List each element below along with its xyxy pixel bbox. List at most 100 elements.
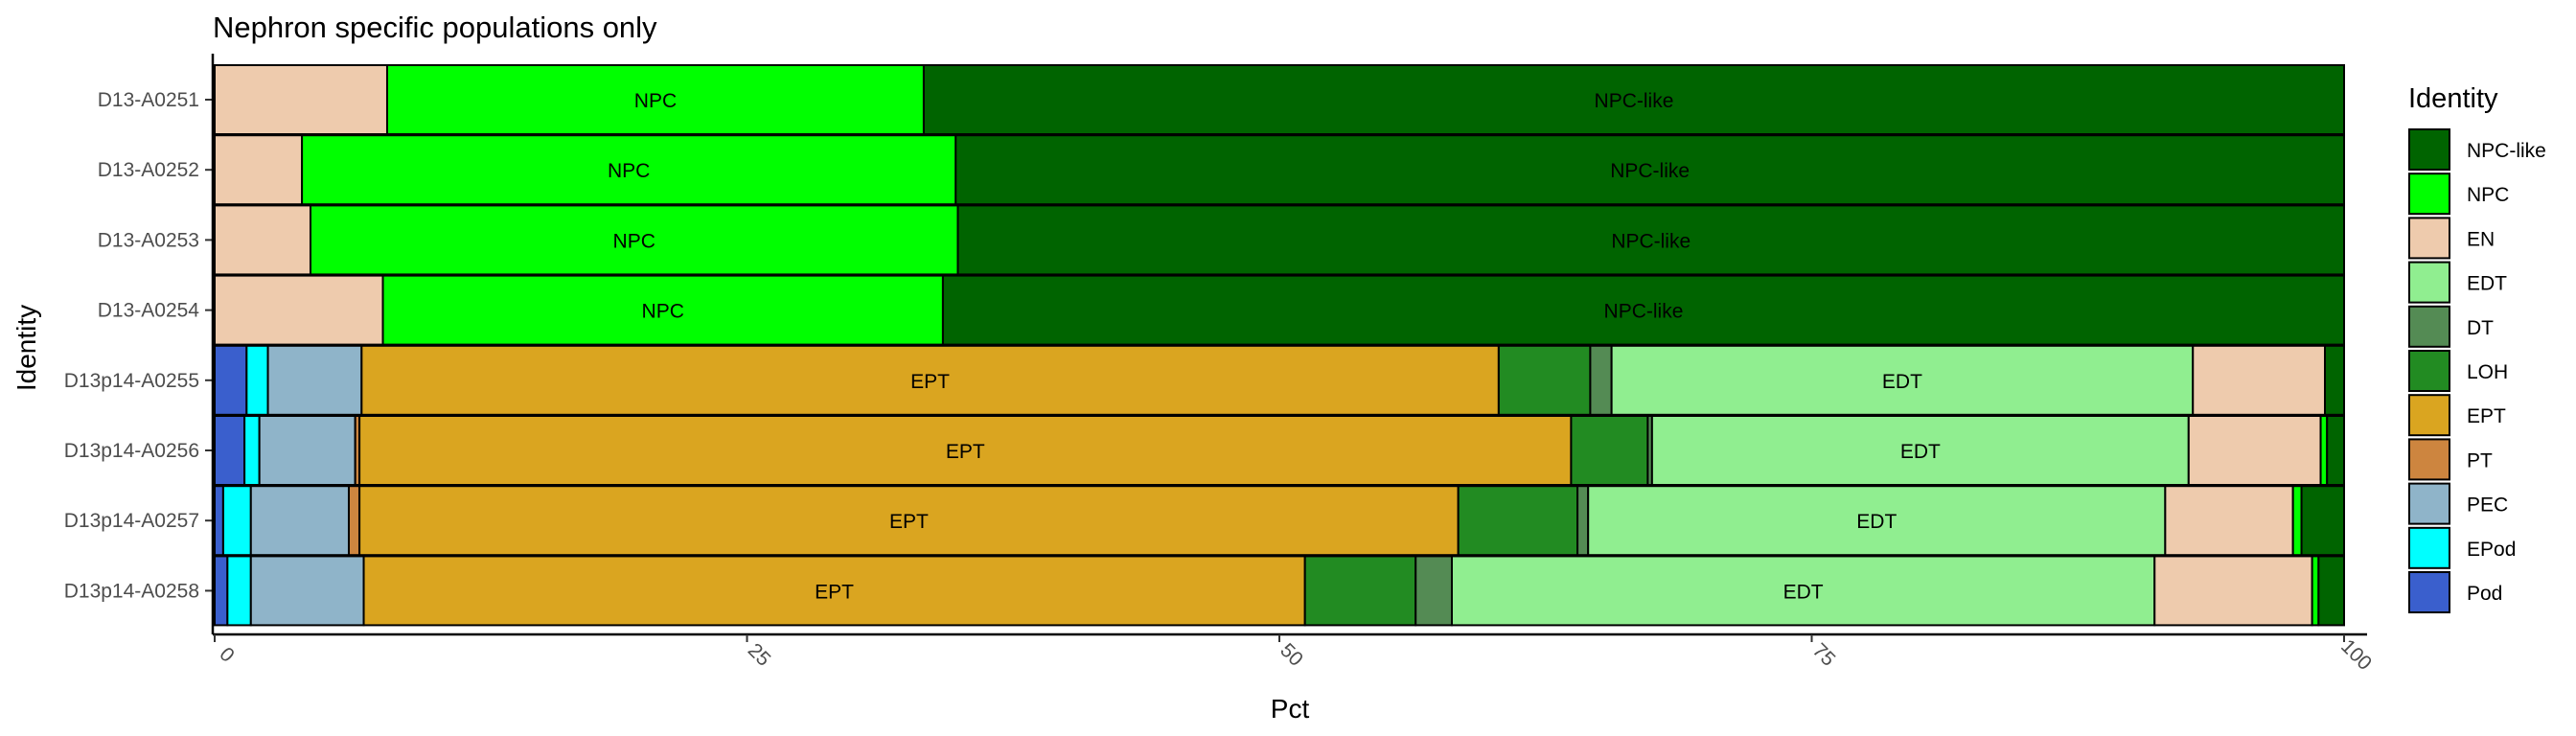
legend-swatch-npc-like (2408, 128, 2450, 171)
y-tick-label-d13-a0251: D13-A0251 (98, 89, 199, 111)
bar-label-npc-like-d13-a0254: NPC-like (1604, 301, 1684, 323)
bar-segment-en-d13p14-a0257 (2164, 485, 2294, 557)
bar-label-npc-d13-a0251: NPC (634, 90, 677, 112)
bar-segment-en-d13p14-a0258 (2153, 555, 2313, 627)
bar-segment-npc-like-d13-a0253 (956, 204, 2345, 276)
bar-segment-npc-d13-a0253 (309, 204, 959, 276)
bar-segment-npc-like-d13-a0252 (954, 134, 2345, 206)
x-tick-label-50: 50 (1276, 639, 1307, 671)
bar-segment-loh-d13p14-a0256 (1570, 415, 1649, 486)
legend: Identity NPC-like NPC EN EDT DT LOH EPT PT PEC EP… (2408, 83, 2546, 613)
bar-segment-loh-d13p14-a0258 (1303, 555, 1417, 627)
legend-label-npc: NPC (2467, 184, 2509, 206)
bar-segment-dt-d13p14-a0258 (1414, 555, 1453, 627)
legend-label-pt: PT (2467, 449, 2493, 472)
bar-segment-edt-d13p14-a0256 (1650, 415, 2190, 486)
bar-segment-npc-like-d13-a0254 (941, 274, 2346, 346)
y-tick-label-d13-a0252: D13-A0252 (98, 159, 199, 181)
bar-label-edt-d13p14-a0256: EDT (1900, 441, 1941, 463)
bar-segment-npc-d13p14-a0257 (2291, 485, 2303, 557)
bar-label-npc-d13-a0252: NPC (608, 160, 650, 182)
bar-label-ept-d13p14-a0256: EPT (946, 441, 985, 463)
bar-segment-epod-d13p14-a0255 (245, 344, 269, 416)
y-tick-label-d13p14-a0257: D13p14-A0257 (64, 510, 199, 532)
legend-swatch-ept (2408, 394, 2450, 437)
bar-segment-npc-d13-a0252 (301, 134, 957, 206)
bar-segment-pec-d13p14-a0255 (266, 344, 363, 416)
bar-segment-edt-d13p14-a0255 (1610, 344, 2195, 416)
bar-segment-pec-d13p14-a0258 (249, 555, 365, 627)
bar-label-npc-like-d13-a0251: NPC-like (1595, 90, 1674, 112)
legend-label-npc-like: NPC-like (2467, 140, 2546, 162)
bar-segment-npc-like-d13p14-a0255 (2324, 344, 2345, 416)
legend-label-en: EN (2467, 228, 2495, 250)
bar-segment-en-d13p14-a0256 (2187, 415, 2322, 486)
bar-segment-npc-d13p14-a0258 (2311, 555, 2320, 627)
bar-segment-npc-like-d13p14-a0258 (2317, 555, 2345, 627)
x-tick-label-100: 100 (2336, 635, 2376, 675)
bar-segment-ept-d13p14-a0258 (362, 555, 1306, 627)
legend-swatch-loh (2408, 350, 2450, 392)
x-axis-title: Pct (1271, 694, 1310, 724)
y-tick-label-d13p14-a0255: D13p14-A0255 (64, 370, 199, 392)
legend-swatch-pt (2408, 438, 2450, 481)
bar-label-ept-d13p14-a0255: EPT (910, 371, 950, 393)
bar-segment-pec-d13p14-a0256 (258, 415, 356, 486)
bar-segment-en-d13-a0254 (214, 274, 384, 346)
bar-segment-loh-d13p14-a0257 (1457, 485, 1579, 557)
bar-segment-en-d13-a0251 (214, 64, 388, 135)
chart-title: Nephron specific populations only (213, 11, 657, 44)
plot-area: NPC NPC-like NPC NPC-like NPC NPC-like NPC NPC-… (214, 64, 2346, 627)
y-axis-title: Identity (12, 305, 41, 391)
bar-segment-npc-d13-a0254 (381, 274, 944, 346)
bar-label-npc-like-d13-a0252: NPC-like (1610, 160, 1690, 182)
bar-segment-loh-d13p14-a0255 (1497, 344, 1592, 416)
legend-label-dt: DT (2467, 317, 2494, 339)
y-tick-label-d13-a0254: D13-A0254 (98, 300, 200, 322)
legend-label-loh: LOH (2467, 361, 2508, 383)
bar-segment-dt-d13p14-a0255 (1589, 344, 1613, 416)
legend-swatch-pod (2408, 571, 2450, 613)
bar-segment-en-d13-a0252 (214, 134, 304, 206)
bar-label-edt-d13p14-a0258: EDT (1783, 581, 1824, 603)
bar-segment-en-d13-a0253 (214, 204, 311, 276)
legend-label-edt: EDT (2467, 273, 2507, 295)
legend-label-pec: PEC (2467, 494, 2508, 517)
x-tick-label-75: 75 (1808, 639, 1840, 671)
bar-segment-pec-d13p14-a0257 (249, 485, 350, 557)
bar-segment-ept-d13p14-a0255 (360, 344, 1500, 416)
legend-swatch-dt (2408, 305, 2450, 348)
legend-label-pod: Pod (2467, 583, 2502, 605)
bar-label-npc-like-d13-a0253: NPC-like (1611, 230, 1690, 252)
bar-segment-ept-d13p14-a0256 (358, 415, 1573, 486)
y-tick-label-d13p14-a0258: D13p14-A0258 (64, 580, 199, 602)
bar-segment-npc-like-d13p14-a0257 (2300, 485, 2346, 557)
bar-label-edt-d13p14-a0257: EDT (1856, 511, 1897, 533)
bar-label-edt-d13p14-a0255: EDT (1882, 371, 1922, 393)
bar-segment-pod-d13p14-a0258 (214, 555, 229, 627)
x-tick-label-0: 0 (215, 643, 239, 667)
legend-title: Identity (2408, 83, 2498, 114)
legend-label-ept: EPT (2467, 405, 2506, 427)
bar-segment-epod-d13p14-a0258 (226, 555, 252, 627)
bar-segment-en-d13p14-a0255 (2192, 344, 2327, 416)
legend-swatch-epod (2408, 526, 2450, 569)
legend-label-epod: EPod (2467, 539, 2516, 561)
legend-swatch-edt (2408, 261, 2450, 304)
bar-segment-npc-d13-a0251 (385, 64, 925, 135)
legend-swatch-npc (2408, 172, 2450, 216)
bar-segment-npc-like-d13p14-a0256 (2326, 415, 2346, 486)
bar-label-ept-d13p14-a0258: EPT (815, 581, 854, 603)
bar-segment-npc-like-d13-a0251 (922, 64, 2345, 135)
legend-swatch-pec (2408, 482, 2450, 525)
bar-segment-pod-d13p14-a0255 (214, 344, 248, 416)
bar-segment-pod-d13p14-a0256 (214, 415, 246, 486)
bar-segment-edt-d13p14-a0258 (1450, 555, 2156, 627)
bar-segment-dt-d13p14-a0257 (1576, 485, 1590, 557)
bar-segment-pt-d13p14-a0257 (347, 485, 361, 557)
y-tick-label-d13-a0253: D13-A0253 (98, 229, 199, 251)
bar-label-npc-d13-a0253: NPC (613, 230, 656, 252)
x-tick-label-25: 25 (744, 639, 775, 671)
